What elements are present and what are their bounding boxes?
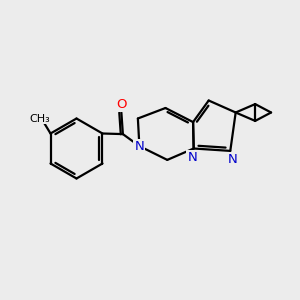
Text: N: N — [228, 153, 238, 166]
Text: O: O — [116, 98, 127, 111]
Text: N: N — [134, 140, 144, 153]
Text: CH₃: CH₃ — [30, 113, 50, 124]
Text: N: N — [187, 151, 197, 164]
